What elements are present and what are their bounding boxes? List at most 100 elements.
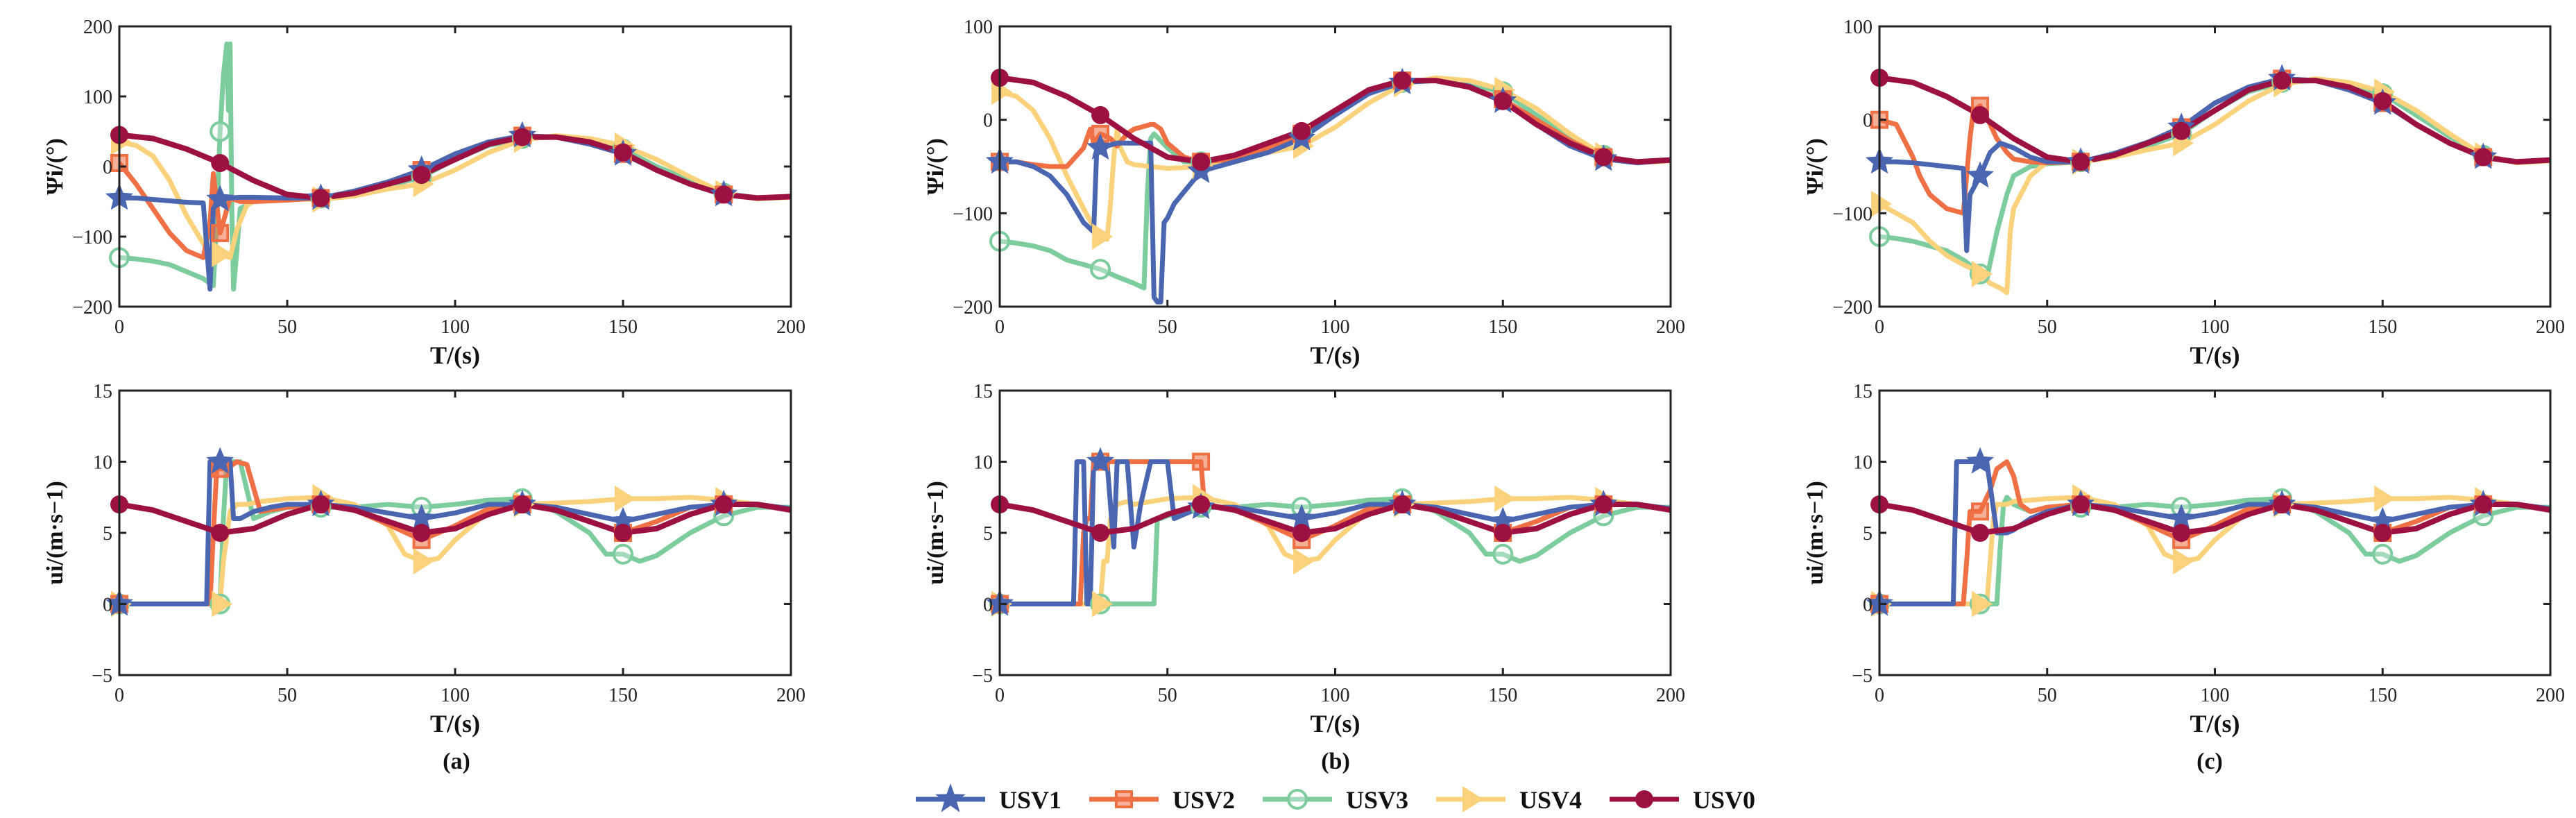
usv3-marker [1492,543,1514,565]
usv0-marker [1192,495,1211,513]
usv4-marker [1092,590,1114,617]
usv4-marker [2173,548,2194,574]
usv0-marker [1091,524,1110,542]
x-tick-label: 200 [2536,685,2565,706]
usv0-marker [715,185,733,204]
usv0-marker [1494,524,1512,542]
series-line-usv1 [1000,459,1671,606]
x-tick-label: 100 [1321,316,1350,338]
x-tick-label: 100 [2201,316,2230,338]
usv0-marker [2373,524,2392,542]
x-axis-label: T/(s) [1311,341,1360,369]
x-tick-label: 150 [2368,685,2397,706]
usv0-marker [715,495,733,513]
y-tick-label: 0 [103,595,112,616]
usv0-marker [513,495,531,513]
usv0-marker [312,189,330,207]
y-tick-label: 100 [964,17,993,38]
usv0-marker [1393,71,1412,90]
x-tick-label: 50 [2038,685,2057,706]
usv1-marker [206,447,234,474]
usv0-marker [2172,121,2191,140]
legend-item-usv3: USV3 [1263,786,1408,814]
panel-a-top: 0 50 100 150 200 −200 −100 0 100 200 T/(s) Ψi/(°) [42,17,805,369]
subplot-label-c: (c) [2197,749,2223,774]
x-tick-label: 50 [1158,316,1177,338]
usv1-marker [1288,504,1316,531]
series-group [119,41,791,292]
panel-c-top: 0 50 100 150 200 −200 −100 0 100 T/(s) Ψi/(°) [1802,17,2565,369]
x-tick-label: 200 [1656,316,1685,338]
y-tick-label: −200 [953,297,993,318]
legend-label-usv3: USV3 [1346,786,1408,814]
usv0-marker [2273,71,2292,90]
usv0-marker [2072,495,2090,513]
usv0-marker [1971,524,1990,542]
usv4-marker [1494,485,1516,512]
y-tick-label: 5 [1863,523,1873,545]
usv2-marker [211,223,230,242]
x-tick-label: 200 [1656,685,1685,706]
legend-label-usv0: USV0 [1693,786,1755,814]
usv0-marker [412,524,431,542]
usv4-marker [1293,548,1315,574]
x-tick-label: 50 [1158,685,1177,706]
filled-circle-icon [1635,790,1653,808]
usv2-marker [1971,502,1990,521]
y-axis-label: Ψi/(°) [923,138,948,195]
x-tick-label: 150 [608,316,638,338]
y-axis-label: ui/(m·s−1) [42,481,68,585]
x-tick-label: 0 [1875,316,1884,338]
x-tick-label: 0 [995,316,1005,338]
x-tick-label: 100 [441,685,470,706]
y-tick-label: 15 [93,381,112,402]
x-tick-label: 0 [114,316,124,338]
y-tick-label: 100 [83,87,112,108]
legend-label-usv2: USV2 [1172,786,1235,814]
y-tick-label: 10 [1853,452,1873,474]
usv4-marker [2374,485,2396,512]
series-line-usv3 [1879,495,2550,606]
usv0-marker [211,153,230,172]
y-tick-label: −200 [1832,297,1873,318]
usv0-marker [1091,105,1110,124]
usv4-marker [1871,190,1892,217]
x-axis-label: T/(s) [2190,341,2240,369]
usv4-marker [615,485,636,512]
usv3-marker [210,121,231,142]
series-line-usv0 [1879,75,2550,165]
legend-label-usv4: USV4 [1519,786,1582,814]
series-line-usv0 [119,132,791,201]
usv0-marker [614,143,632,162]
legend-item-usv4: USV4 [1436,786,1582,814]
usv0-marker [1594,495,1613,513]
y-tick-label: −100 [1832,203,1873,225]
legend-item-usv0: USV0 [1610,786,1755,814]
x-tick-label: 0 [114,685,124,706]
usv0-marker [211,524,230,542]
usv1-marker [1489,506,1517,534]
x-axis-label: T/(s) [430,341,480,369]
legend-label-usv1: USV1 [999,786,1061,814]
series-line-usv0 [1000,502,1671,536]
y-tick-label: 0 [1863,595,1873,616]
marker-group [1866,447,2498,617]
x-axis-label: T/(s) [1311,710,1360,738]
x-axis-label: T/(s) [430,710,480,738]
usv0-marker [1293,121,1311,140]
legend: USV1 USV2 USV3 USV4 USV0 [916,783,1755,814]
x-tick-label: 100 [441,316,470,338]
usv0-marker [1393,495,1412,513]
usv1-marker [1966,161,1994,188]
subplot-label-a: (a) [443,749,470,774]
usv1-marker [1966,447,1994,474]
subplot-label-b: (b) [1321,749,1350,774]
usv0-marker [2172,524,2191,542]
x-tick-label: 50 [2038,316,2057,338]
usv1-marker [1086,447,1114,474]
usv4-marker [1092,223,1114,250]
usv0-marker [1594,148,1613,167]
y-tick-label: 10 [93,452,112,474]
square-icon [1115,790,1133,808]
